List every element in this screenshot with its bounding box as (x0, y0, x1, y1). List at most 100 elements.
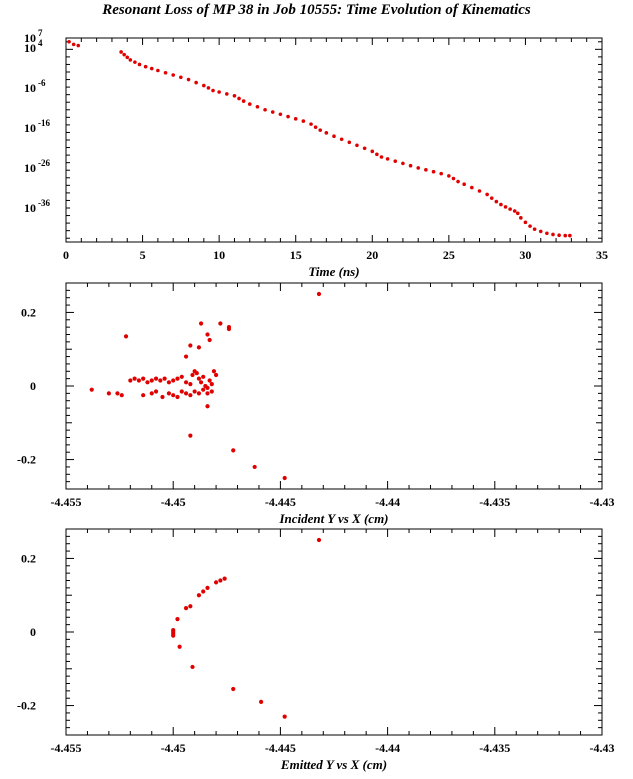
incident-plot-x-tick-label: -4.44 (375, 495, 400, 509)
time-data-point (545, 231, 549, 236)
time-data-point (301, 119, 306, 123)
incident-plot-y-tick-label: -0.2 (17, 453, 36, 467)
time-data-point (179, 75, 183, 80)
emitted-plot-data-point (190, 664, 195, 670)
time-data-point (278, 112, 283, 117)
emitted-plot-data-point (259, 699, 264, 704)
incident-plot-data-point (196, 345, 202, 350)
incident-plot-data-point (207, 378, 212, 383)
incident-plot-data-point (106, 391, 111, 396)
emitted-plot-data-point (222, 576, 227, 581)
incident-plot-data-point (89, 387, 94, 392)
incident-plot-x-tick-label: -4.445 (265, 495, 296, 509)
time-data-point (119, 50, 123, 54)
time-y-tick-label: 10 (24, 31, 36, 45)
incident-plot-data-point (145, 380, 150, 385)
incident-plot-data-point (252, 464, 257, 470)
time-data-point (171, 73, 175, 77)
emitted-plot-data-point (316, 537, 322, 543)
incident-plot-data-point (149, 378, 154, 383)
emitted-plot-data-point (282, 714, 287, 719)
time-data-point (332, 134, 336, 139)
incident-plot-frame (65, 282, 603, 490)
emitted-plot-data-point (188, 604, 193, 609)
emitted-plot-x-tick-label: -4.435 (479, 741, 510, 755)
incident-plot-data-point (192, 389, 197, 394)
incident-plot-data-point (179, 389, 184, 394)
emitted-plot-data-point (196, 593, 202, 598)
incident-plot-data-point (190, 372, 195, 378)
time-x-tick-label: 15 (290, 248, 302, 262)
incident-plot-data-point (119, 393, 124, 398)
time-data-point (206, 86, 211, 90)
incident-plot-data-point (205, 391, 210, 396)
time-y-tick-label: 10 (24, 121, 36, 135)
time-y-tick-exponent: -6 (38, 78, 46, 88)
incident-plot-data-point (175, 394, 180, 400)
incident-plot-data-point (282, 475, 287, 481)
time-x-tick-label: 5 (140, 248, 146, 262)
time-data-point (324, 131, 329, 135)
time-x-tick-label: 0 (63, 248, 69, 262)
time-plot-frame (65, 37, 603, 243)
incident-plot-data-point (196, 391, 202, 396)
time-data-point (456, 179, 460, 184)
incident-plot-data-point (115, 391, 120, 396)
time-data-point (125, 55, 130, 60)
emitted-plot-x-tick-label: -4.45 (161, 741, 186, 755)
incident-plot-data-point (209, 382, 214, 387)
time-data-point (362, 146, 367, 151)
incident-plot-x-tick-label: -4.43 (590, 495, 615, 509)
incident-plot-data-point (132, 376, 137, 381)
incident-plot-data-point (196, 376, 202, 381)
time-data-point (318, 128, 323, 132)
incident-plot-data-point (231, 448, 236, 453)
incident-plot-data-point (205, 332, 210, 337)
emitted-plot-data-point (177, 644, 182, 649)
time-data-point (551, 232, 555, 237)
time-data-point (163, 70, 168, 75)
time-data-point (137, 62, 142, 67)
time-data-point (503, 205, 508, 209)
time-data-point (247, 102, 252, 106)
emitted-plot-y-tick-label: -0.2 (17, 699, 36, 713)
emitted-plot-x-tick-label: -4.455 (51, 741, 82, 755)
time-data-point (519, 216, 523, 220)
incident-plot-data-point (153, 376, 159, 381)
time-data-point (211, 88, 215, 93)
time-y-tick-exponent: -16 (38, 118, 50, 128)
incident-plot-data-point (194, 371, 199, 376)
time-data-point (470, 185, 474, 190)
incident-plot-data-point (205, 404, 210, 409)
incident-plot-data-point (179, 374, 184, 379)
time-data-point (408, 163, 413, 168)
time-data-point (375, 152, 379, 157)
emitted-plot-frame (65, 528, 603, 736)
time-y-tick-label: 10 (24, 161, 36, 175)
time-data-point (401, 161, 405, 166)
time-y-tick-label: 10 (24, 201, 36, 215)
incident-plot-y-tick-label: 0.2 (21, 305, 36, 319)
time-data-point (508, 207, 512, 211)
time-data-point (355, 143, 359, 148)
emitted-plot-y-tick-label: 0 (30, 625, 36, 639)
emitted-plot-data-point (205, 585, 210, 590)
emitted-plot-x-tick-label: -4.445 (265, 741, 296, 755)
time-y-tick-exponent: 4 (38, 38, 43, 48)
incident-plot-data-point (201, 374, 206, 379)
time-data-point (286, 114, 290, 119)
incident-plot-data-point (183, 380, 189, 385)
time-data-point (477, 189, 482, 193)
incident-plot-data-point (136, 378, 141, 383)
incident-plot-data-point (158, 378, 163, 383)
incident-plot-x-tick-label: -4.435 (479, 495, 510, 509)
incident-plot-data-point (141, 393, 146, 398)
time-data-point (379, 155, 384, 159)
time-axis-label: Time (ns) (308, 264, 360, 279)
time-data-point (494, 199, 499, 204)
time-data-point (237, 96, 241, 101)
emitted-plot-data-point (201, 589, 206, 594)
time-data-point (122, 52, 126, 57)
incident-plot-data-point (316, 291, 322, 297)
time-y-tick-label: 10 (24, 81, 36, 95)
